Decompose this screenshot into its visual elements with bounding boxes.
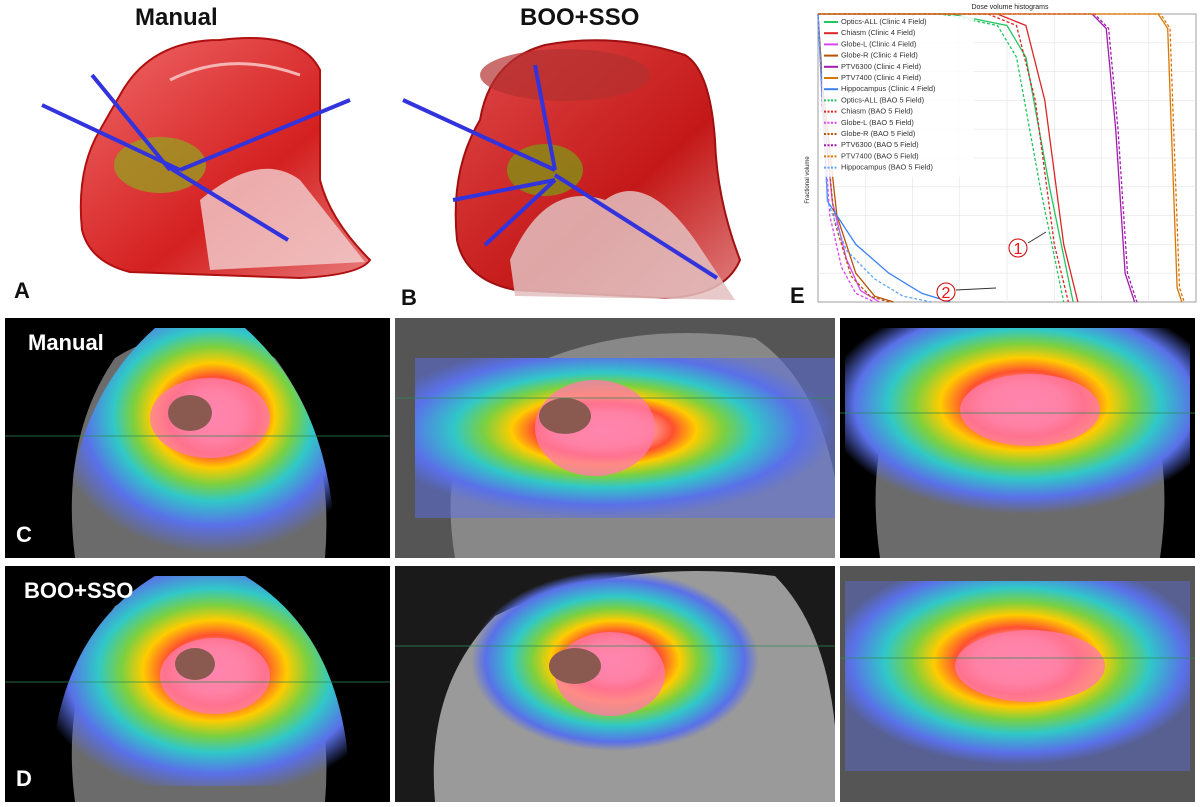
panel-a-title: Manual (135, 4, 218, 31)
annotation-1-label: 1 (1014, 241, 1023, 258)
row-c-letter: C (16, 522, 32, 547)
dvh-chart-ylabel: Fractional volume (805, 156, 811, 204)
annotation-2-circle (936, 282, 956, 302)
row-c-title: Manual (28, 330, 104, 355)
annotation-2-arrow (955, 287, 997, 291)
panel-a: Manual A (0, 0, 395, 310)
legend-label-8: Optics-ALL (BAO 5 Field) (841, 95, 924, 104)
panel-e: E Dose volume histograms Fractional volu… (790, 0, 1200, 310)
legend-label-10: Globe-L (BAO 5 Field) (841, 118, 914, 127)
panel-a-letter: A (14, 278, 30, 303)
series-line-4 (817, 13, 894, 303)
panel-e-letter: E (790, 283, 805, 308)
row-d-title: BOO+SSO (24, 578, 134, 603)
ct-sagittal-boo-sso (395, 566, 835, 802)
head-3d-render-manual (41, 37, 372, 280)
legend-label-3: Globe-L (Clinic 4 Field) (841, 39, 916, 48)
series-line-13 (818, 13, 1185, 303)
legend-label-6: PTV7400 (Clinic 4 Field) (841, 73, 921, 82)
legend-label-2: Chiasm (Clinic 4 Field) (841, 28, 915, 37)
ct-axial-boo-sso (5, 566, 390, 802)
ct-axial-manual (5, 318, 390, 558)
legend-label-5: PTV6300 (Clinic 4 Field) (841, 62, 921, 71)
ct-coronal-manual (840, 318, 1195, 558)
row-d-letter: D (16, 766, 32, 791)
legend-label-11: Globe-R (BAO 5 Field) (841, 129, 915, 138)
legend-label-14: Hippocampus (BAO 5 Field) (841, 163, 933, 172)
legend-label-1: Optics-ALL (Clinic 4 Field) (841, 17, 927, 26)
panel-b-letter: B (401, 285, 417, 310)
head-3d-render-boo-sso (402, 39, 742, 300)
legend-label-9: Chiasm (BAO 5 Field) (841, 107, 913, 116)
dvh-chart-title: Dose volume histograms (971, 4, 1049, 11)
legend-label-13: PTV7400 (BAO 5 Field) (841, 151, 919, 160)
legend-label-4: Globe-R (Clinic 4 Field) (841, 51, 918, 60)
legend-box (822, 16, 974, 177)
series-line-6 (818, 13, 1183, 303)
ct-coronal-boo-sso (840, 566, 1195, 802)
legend-label-12: PTV6300 (BAO 5 Field) (841, 140, 919, 149)
annotation-1-circle (1008, 238, 1028, 258)
annotation-2-label: 2 (942, 285, 951, 302)
panel-b-title: BOO+SSO (520, 4, 640, 31)
annotation-1-arrow (1027, 231, 1047, 244)
panel-b: BOO+SSO B (395, 0, 800, 310)
dvh-chart: Dose volume histograms Fractional volume… (805, 4, 1197, 303)
legend-label-7: Hippocampus (Clinic 4 Field) (841, 84, 935, 93)
ct-sagittal-manual (395, 318, 835, 558)
